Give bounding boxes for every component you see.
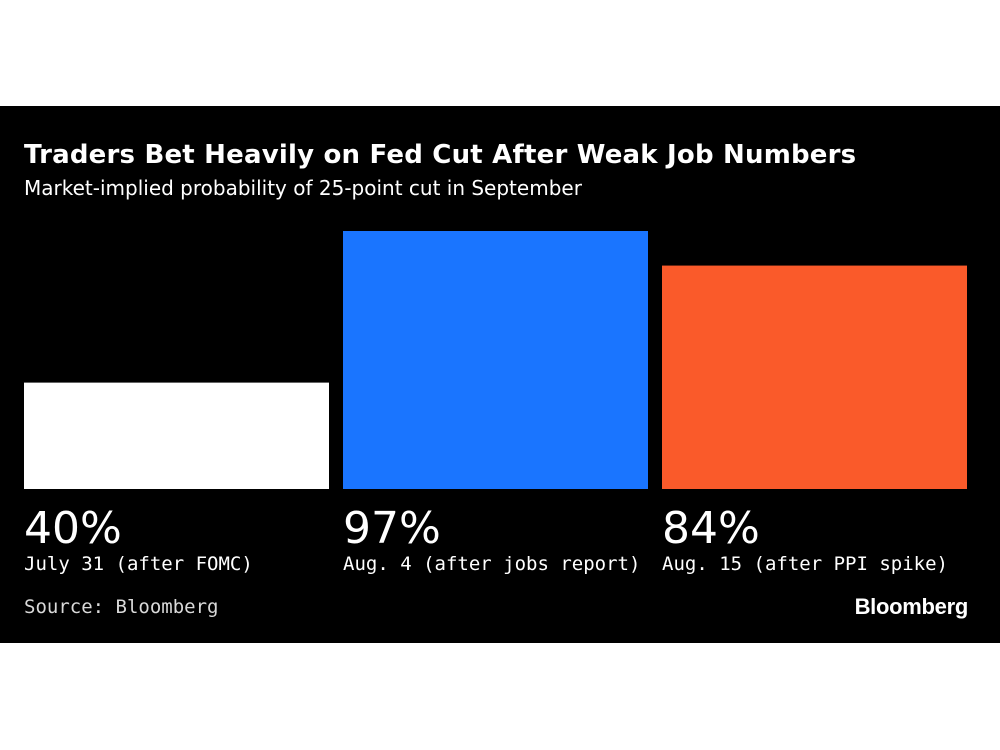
value-label-3: 84%: [662, 503, 760, 554]
value-label-1: 40%: [24, 503, 122, 554]
bloomberg-logo: Bloomberg: [854, 594, 969, 619]
source-note: Source: Bloomberg: [24, 596, 219, 618]
bar-1: [24, 382, 329, 489]
chart-subtitle: Market-implied probability of 25-point c…: [24, 176, 582, 200]
chart-title: Traders Bet Heavily on Fed Cut After Wea…: [24, 140, 857, 170]
value-label-2: 97%: [343, 503, 441, 554]
bar-chart: 40%July 31 (after FOMC) 97%Aug. 4 (after …: [24, 231, 967, 575]
bar-2: [343, 231, 648, 489]
bar-3: [662, 265, 967, 489]
chart-panel: Traders Bet Heavily on Fed Cut After Wea…: [0, 106, 1000, 643]
category-label-1: July 31 (after FOMC): [24, 553, 253, 575]
category-label-2: Aug. 4 (after jobs report): [343, 553, 640, 575]
category-label-3: Aug. 15 (after PPI spike): [662, 553, 948, 575]
